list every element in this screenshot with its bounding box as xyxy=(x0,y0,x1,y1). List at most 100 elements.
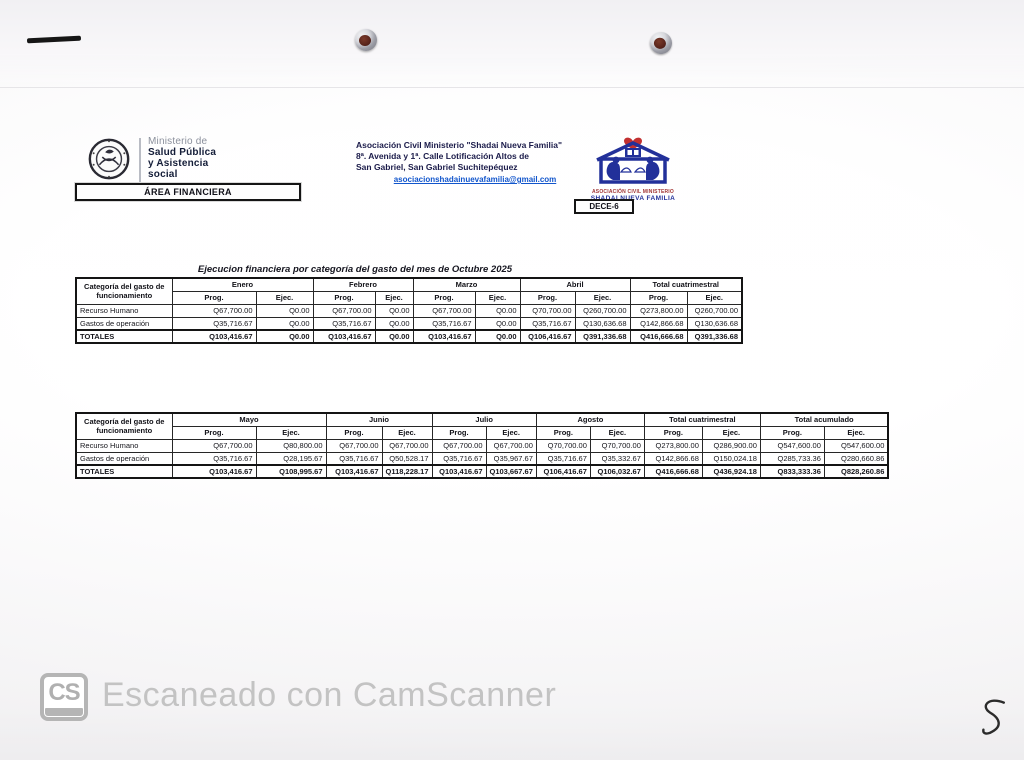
table-cell: Q118,228.17 xyxy=(381,464,433,479)
row-category: TOTALES xyxy=(75,464,173,479)
table-cell: Q0.00 xyxy=(255,303,314,318)
column-group-header: Enero xyxy=(171,277,314,292)
table-cell: Q67,700.00 xyxy=(171,438,257,453)
table-cell: Q35,967.67 xyxy=(485,451,537,466)
table-cell: Q547,600.00 xyxy=(823,438,889,453)
table-cell: Q260,700.00 xyxy=(686,303,743,318)
association-email-link: asociacionshadainuevafamilia@gmail.com xyxy=(393,175,557,184)
sub-column-header: Prog. xyxy=(643,425,703,440)
table-cell: Q391,336.68 xyxy=(686,329,743,344)
table-cell: Q833,333.36 xyxy=(759,464,825,479)
table-cell: Q35,716.67 xyxy=(325,451,383,466)
handwritten-s-mark xyxy=(982,699,1006,735)
camscanner-watermark-text: Escaneado con CamScanner xyxy=(102,676,557,714)
table-cell: Q106,416.67 xyxy=(519,329,576,344)
table-cell: Q70,700.00 xyxy=(589,438,645,453)
table-cell: Q130,636.68 xyxy=(574,316,631,331)
table-cell: Q67,700.00 xyxy=(412,303,476,318)
table-cell: Q0.00 xyxy=(255,329,314,344)
table-row: Gastos de operación Q35,716.67 Q28,195.67 Q… xyxy=(75,451,889,466)
ministry-line: Salud Pública xyxy=(148,147,217,158)
row-category: Gastos de operación xyxy=(75,451,173,466)
divider xyxy=(139,138,141,182)
sub-column-header: Prog. xyxy=(519,290,576,305)
camscanner-logo-icon: CS xyxy=(40,673,88,721)
table-cell: Q0.00 xyxy=(474,316,521,331)
column-group-header: Total cuatrimestral xyxy=(643,412,761,427)
column-group-header: Total acumulado xyxy=(759,412,889,427)
area-financiera-label: ÁREA FINANCIERA xyxy=(75,183,301,201)
table-cell: Q285,733.36 xyxy=(759,451,825,466)
table-cell: Q103,667.67 xyxy=(485,464,537,479)
financial-table-first-quarter: Categoría del gasto de funcionamiento Ene… xyxy=(75,277,743,344)
association-address-line2: San Gabriel, San Gabriel Suchitepéquez xyxy=(356,162,518,172)
table-cell: Q103,416.67 xyxy=(325,464,383,479)
ministry-name: Ministerio de Salud Pública y Asistencia… xyxy=(148,136,216,180)
table-cell: Q416,666.68 xyxy=(643,464,703,479)
shadai-caption-large: SHADAI NUEVA FAMILIA xyxy=(591,195,676,202)
table-cell: Q273,800.00 xyxy=(629,303,688,318)
table-cell: Q391,336.68 xyxy=(574,329,631,344)
table-cell: Q0.00 xyxy=(474,329,521,344)
table-cell: Q103,416.67 xyxy=(412,329,476,344)
financial-table-second-quarter: Categoría del gasto de funcionamiento May… xyxy=(75,412,890,479)
sub-column-header: Ejec. xyxy=(255,425,327,440)
ministry-line: y Asistencia xyxy=(148,158,209,169)
column-group-header: Total cuatrimestral xyxy=(629,277,743,292)
table-cell: Q35,716.67 xyxy=(519,316,576,331)
table-cell: Q67,700.00 xyxy=(312,303,376,318)
table-cell: Q0.00 xyxy=(474,303,521,318)
column-group-header: Agosto xyxy=(535,412,645,427)
row-category: TOTALES xyxy=(75,329,173,344)
table-cell: Q260,700.00 xyxy=(574,303,631,318)
sub-column-header: Prog. xyxy=(171,290,257,305)
sub-column-header: Ejec. xyxy=(374,290,414,305)
guatemala-seal-icon xyxy=(88,138,130,180)
table-cell: Q828,260.86 xyxy=(823,464,889,479)
table-row: Gastos de operación Q35,716.67 Q0.00 Q35,71… xyxy=(75,316,743,331)
category-column-header: Categoría del gasto de funcionamiento xyxy=(75,277,173,305)
sub-column-header: Prog. xyxy=(171,425,257,440)
table-cell: Q67,700.00 xyxy=(325,438,383,453)
table-row: Recurso Humano Q67,700.00 Q80,800.00 Q67,70… xyxy=(75,438,889,453)
table-cell: Q28,195.67 xyxy=(255,451,327,466)
table-cell: Q35,716.67 xyxy=(412,316,476,331)
table-cell: Q35,716.67 xyxy=(431,451,487,466)
sub-column-header: Ejec. xyxy=(589,425,645,440)
scan-top-edge xyxy=(0,0,1024,88)
shadai-house-icon xyxy=(596,137,670,184)
table-cell: Q547,600.00 xyxy=(759,438,825,453)
camscanner-logo-strip xyxy=(45,708,83,716)
table-cell: Q280,660.86 xyxy=(823,451,889,466)
table-cell: Q416,666.68 xyxy=(629,329,688,344)
association-header: Asociación Civil Ministerio "Shadai Nuev… xyxy=(356,140,594,185)
report-title: Ejecucion financiera por categoría del g… xyxy=(197,264,513,275)
sub-column-header: Ejec. xyxy=(686,290,743,305)
table-cell: Q67,700.00 xyxy=(171,303,257,318)
table-cell: Q108,995.67 xyxy=(255,464,327,479)
table-cell: Q286,900.00 xyxy=(701,438,761,453)
sub-column-header: Prog. xyxy=(535,425,591,440)
table-cell: Q35,716.67 xyxy=(171,316,257,331)
table-cell: Q70,700.00 xyxy=(519,303,576,318)
column-group-header: Febrero xyxy=(312,277,414,292)
row-category: Recurso Humano xyxy=(75,438,173,453)
association-name: Asociación Civil Ministerio "Shadai Nuev… xyxy=(356,140,562,150)
table-cell: Q50,528.17 xyxy=(381,451,433,466)
table-cell: Q0.00 xyxy=(255,316,314,331)
sub-column-header: Prog. xyxy=(759,425,825,440)
shadai-logo: ASOCIACIÓN CIVIL MINISTERIO SHADAI NUEVA… xyxy=(583,132,683,202)
sub-column-header: Ejec. xyxy=(823,425,889,440)
table-cell: Q142,866.68 xyxy=(629,316,688,331)
table-cell: Q35,332.67 xyxy=(589,451,645,466)
table-row: Recurso Humano Q67,700.00 Q0.00 Q67,700.00 Q… xyxy=(75,303,743,318)
table-row: TOTALES Q103,416.67 Q108,995.67 Q103,416.67… xyxy=(75,464,889,479)
column-group-header: Junio xyxy=(325,412,433,427)
ministry-line: social xyxy=(148,169,178,180)
sub-column-header: Prog. xyxy=(629,290,688,305)
sub-column-header: Ejec. xyxy=(574,290,631,305)
table-cell: Q67,700.00 xyxy=(381,438,433,453)
row-category: Recurso Humano xyxy=(75,303,173,318)
ministry-line: Ministerio de xyxy=(148,136,208,147)
